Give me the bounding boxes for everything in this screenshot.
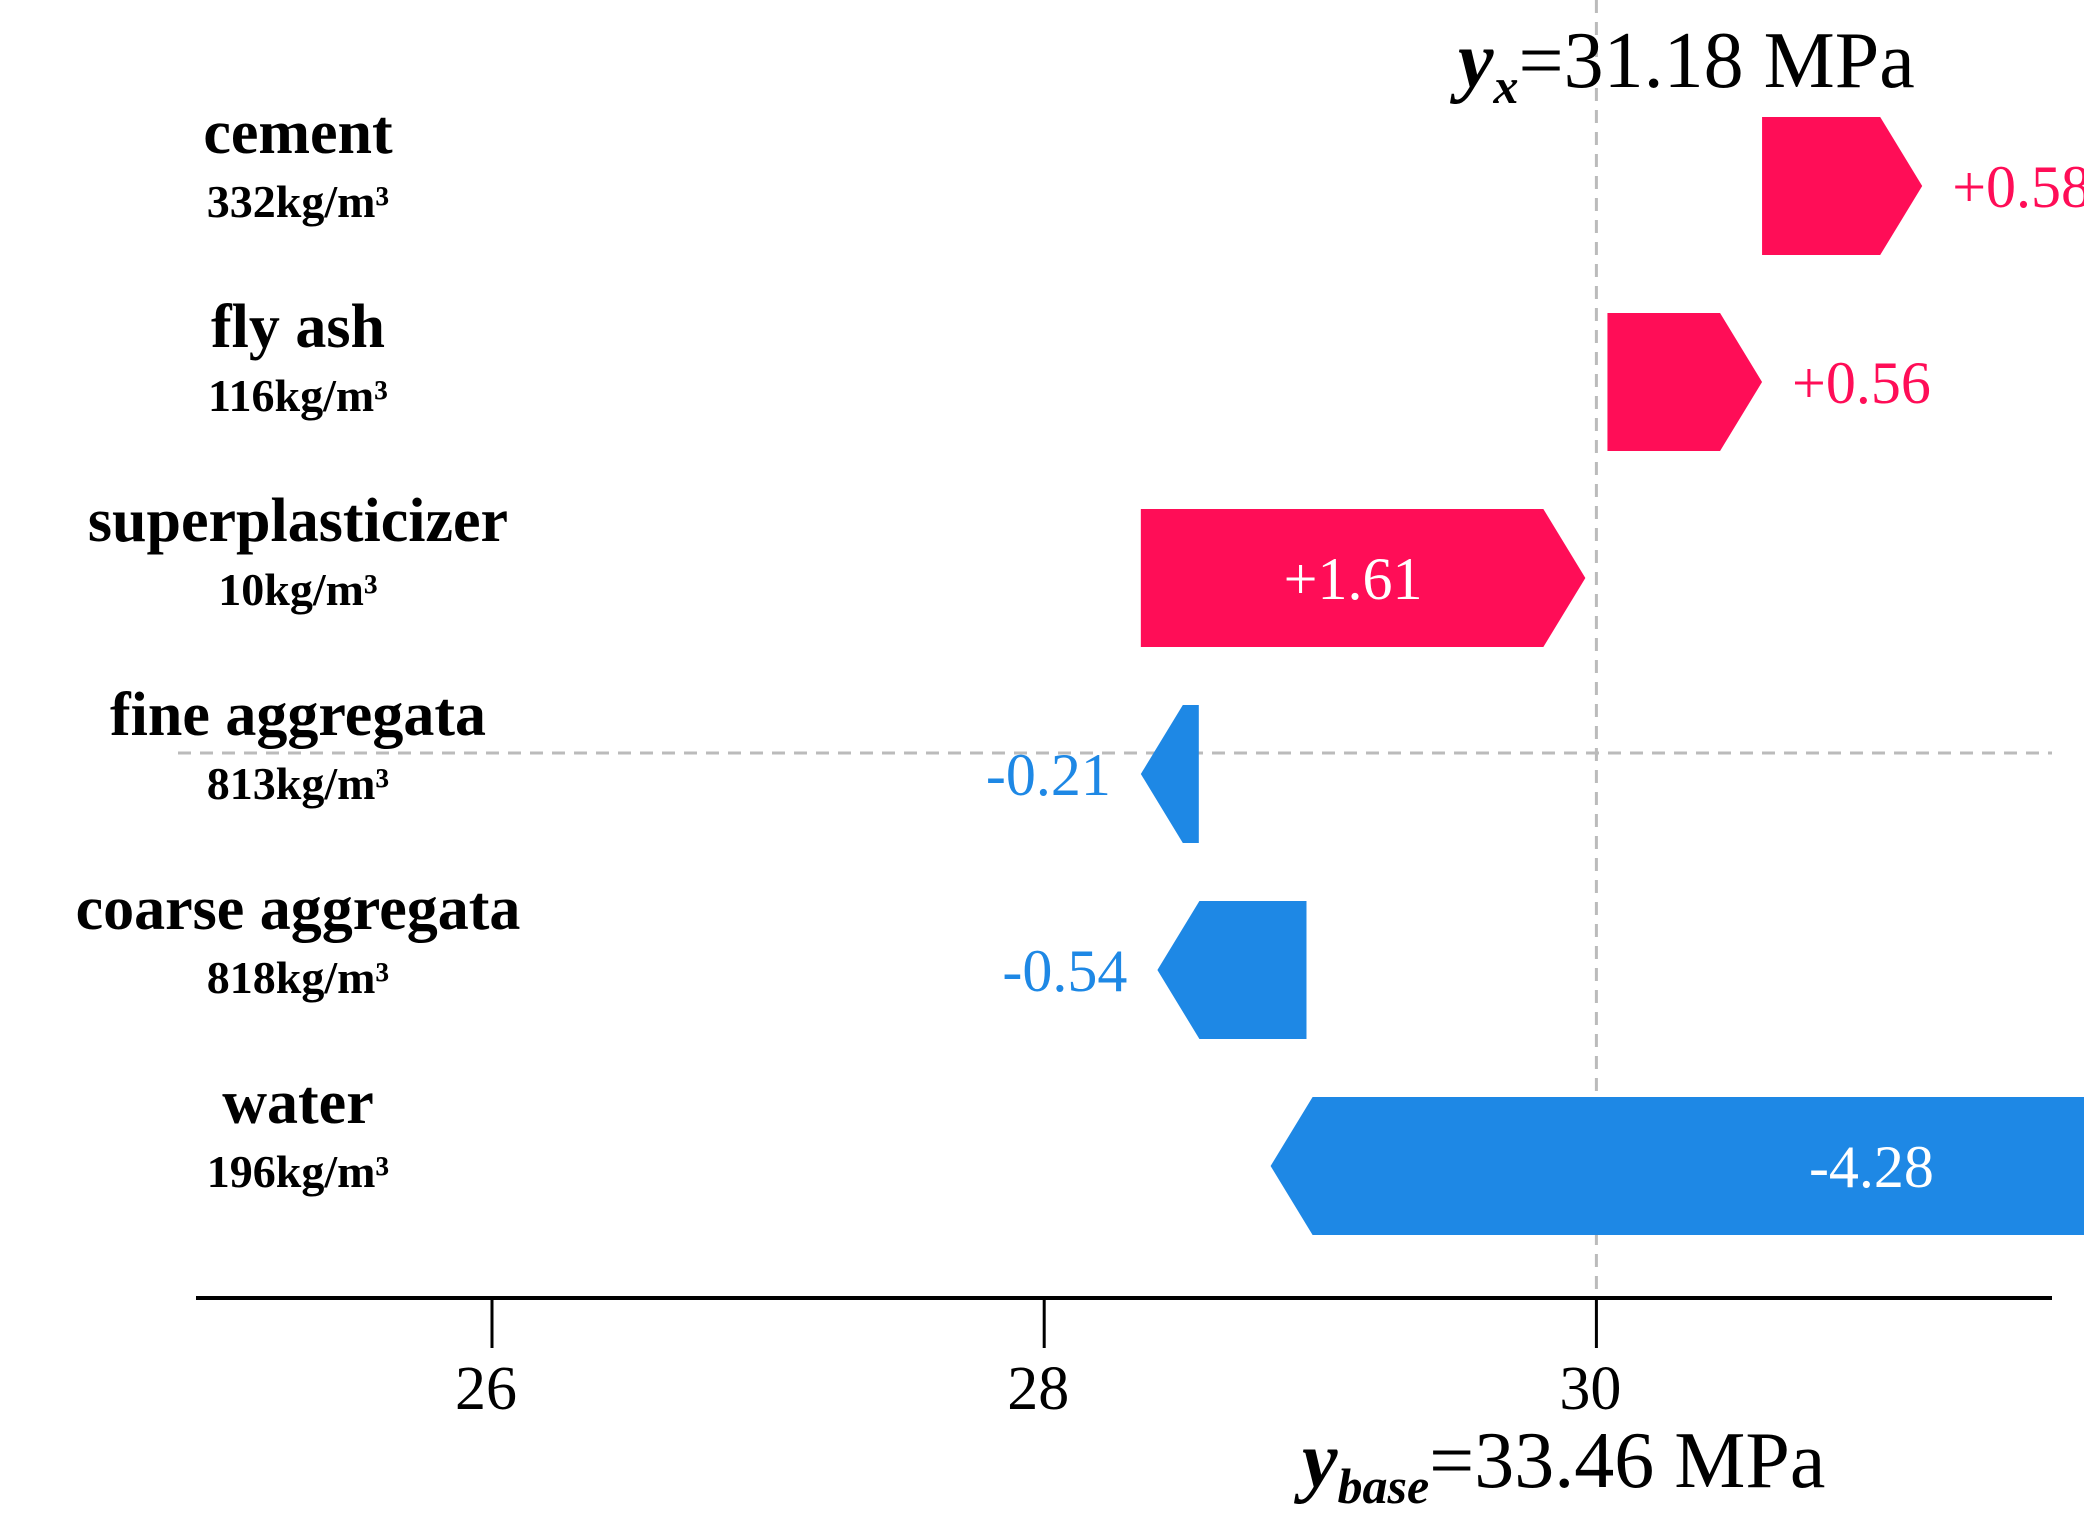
contribution-label: +1.61 (1284, 546, 1423, 612)
bar-fine-aggregata (1140, 705, 1199, 843)
feature-name: cement (203, 99, 393, 167)
feature-name: fly ash (211, 293, 385, 361)
feature-value: 116kg/m³ (208, 370, 388, 421)
base-value-text: =33.46 MPa (1429, 1417, 1825, 1505)
feature-name: coarse aggregata (76, 875, 521, 943)
output-symbol: y (1449, 17, 1494, 105)
bar-coarse-aggregata (1157, 901, 1307, 1039)
x-tick-label: 28 (1007, 1355, 1069, 1423)
feature-labels: cement 332kg/m³ fly ash 116kg/m³ superplasti… (76, 99, 521, 1197)
base-symbol: y (1293, 1417, 1338, 1505)
feature-name: water (222, 1069, 373, 1137)
contribution-label: +0.58 (1952, 154, 2084, 220)
contribution-label: +0.56 (1792, 350, 1931, 416)
feature-value: 332kg/m³ (207, 176, 389, 227)
feature-name: fine aggregata (110, 681, 486, 749)
output-value-text: =31.18 MPa (1519, 17, 1915, 105)
base-subscript: base (1338, 1458, 1430, 1514)
feature-value: 10kg/m³ (218, 564, 377, 615)
bar-water (1270, 1097, 2084, 1235)
x-tick-label: 30 (1559, 1355, 1621, 1423)
feature-value: 818kg/m³ (207, 952, 389, 1003)
bar-fly-ash (1607, 313, 1763, 451)
output-subscript: x (1493, 58, 1519, 114)
contribution-label: -0.54 (1002, 938, 1127, 1004)
base-value-annotation: ybase=33.46 MPa (1293, 1417, 1825, 1514)
contribution-label: -4.28 (1809, 1134, 1934, 1200)
feature-name: superplasticizer (88, 487, 508, 555)
feature-value: 813kg/m³ (207, 758, 389, 809)
bar-superplasticizer (1140, 509, 1586, 647)
contribution-bars: +0.58 +0.56 +1.61 -0.21 -0.54 -4.28 (986, 117, 2084, 1235)
feature-value: 196kg/m³ (207, 1146, 389, 1197)
output-value-annotation: yx=31.18 MPa (1449, 17, 1915, 114)
guide-lines (178, 0, 2052, 1298)
contribution-label: -0.21 (986, 742, 1111, 808)
x-tick-label: 26 (455, 1355, 517, 1423)
x-axis: 262830323436 (196, 1296, 2052, 1423)
bar-cement (1762, 117, 1923, 255)
